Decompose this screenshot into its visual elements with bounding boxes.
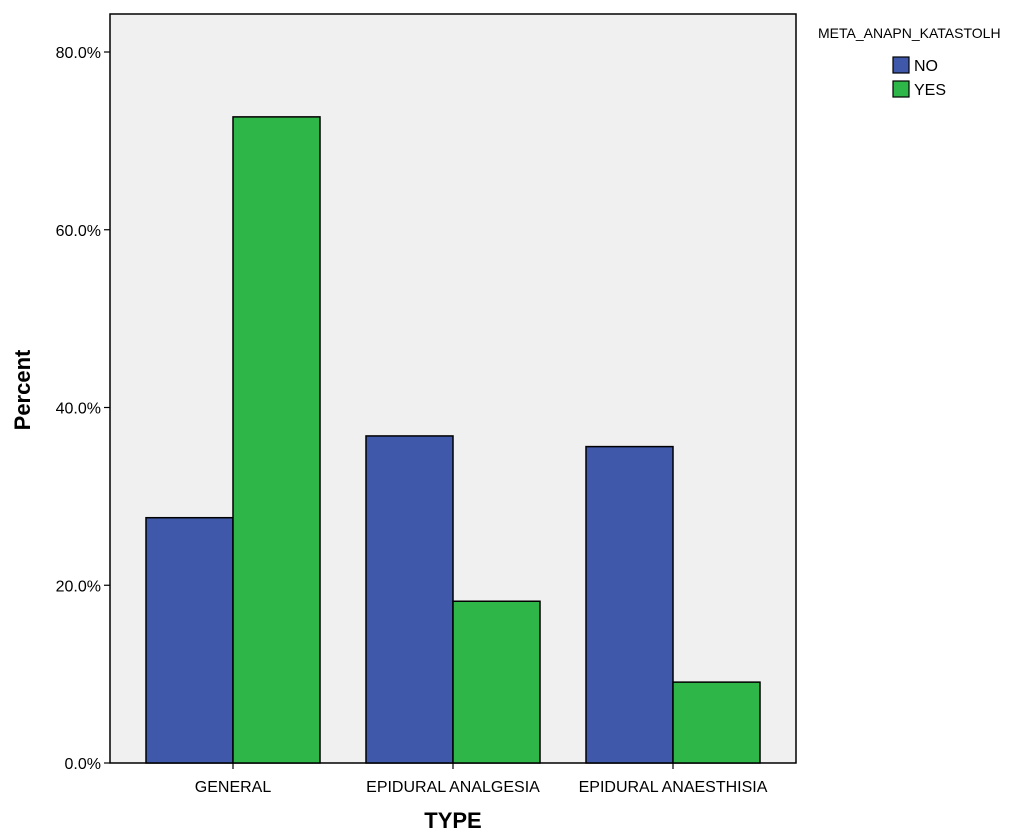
legend-swatch-yes xyxy=(892,80,910,98)
legend-items: NO YES xyxy=(892,56,946,99)
legend-label-yes: YES xyxy=(914,82,946,99)
legend-label-no: NO xyxy=(914,58,938,75)
x-tick-label: GENERAL xyxy=(195,779,272,796)
x-axis-title: TYPE xyxy=(424,808,481,833)
bar-no-1 xyxy=(145,516,234,764)
bar-yes-2 xyxy=(452,600,541,764)
y-tick-label: 60.0% xyxy=(56,223,101,240)
y-tick-label: 80.0% xyxy=(56,45,101,62)
y-tick-label: 20.0% xyxy=(56,578,101,595)
y-tick-label: 0.0% xyxy=(65,756,101,773)
bar-yes-3 xyxy=(672,681,761,764)
bar-yes-1 xyxy=(232,116,321,764)
bar-no-2 xyxy=(365,435,454,764)
legend-title: META_ANAPN_KATASTOLH xyxy=(818,25,1001,41)
legend-swatch-no xyxy=(892,56,910,74)
legend: META_ANAPN_KATASTOLH NO YES xyxy=(818,25,1001,99)
x-tick-label: EPIDURAL ANAESTHISIA xyxy=(579,779,768,796)
y-axis-ticks: 0.0% 20.0% 40.0% 60.0% 80.0% xyxy=(56,45,110,773)
bar-no-3 xyxy=(585,445,674,764)
y-tick-label: 40.0% xyxy=(56,401,101,418)
bars-group xyxy=(145,116,761,764)
x-axis-ticks: GENERAL EPIDURAL ANALGESIA EPIDURAL ANAEST… xyxy=(195,763,768,796)
x-tick-label: EPIDURAL ANALGESIA xyxy=(366,779,540,796)
y-axis-title: Percent xyxy=(10,349,35,430)
